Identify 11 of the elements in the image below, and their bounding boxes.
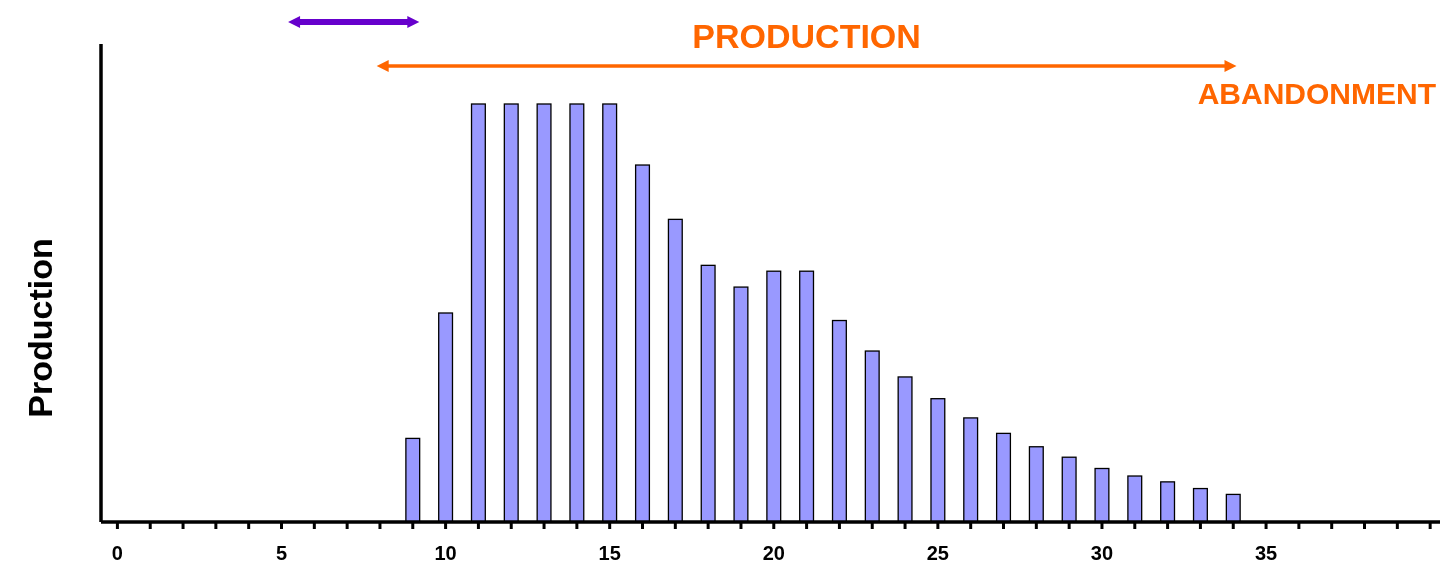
x-tick-label: 35: [1254, 542, 1278, 564]
x-tick-label: 15: [598, 542, 621, 564]
x-tick-label: 25: [926, 542, 949, 564]
x-tick-label: 20: [762, 542, 785, 564]
y-axis-title: Production: [21, 238, 59, 418]
x-tick-label: 0: [111, 542, 123, 564]
x-tick-label: 30: [1090, 542, 1114, 564]
x-tick-label: 10: [434, 542, 457, 564]
annotation: ABANDONMENT: [1197, 77, 1436, 110]
text: PRODUCTION: [692, 17, 921, 55]
x-tick-label: 5: [275, 542, 288, 564]
